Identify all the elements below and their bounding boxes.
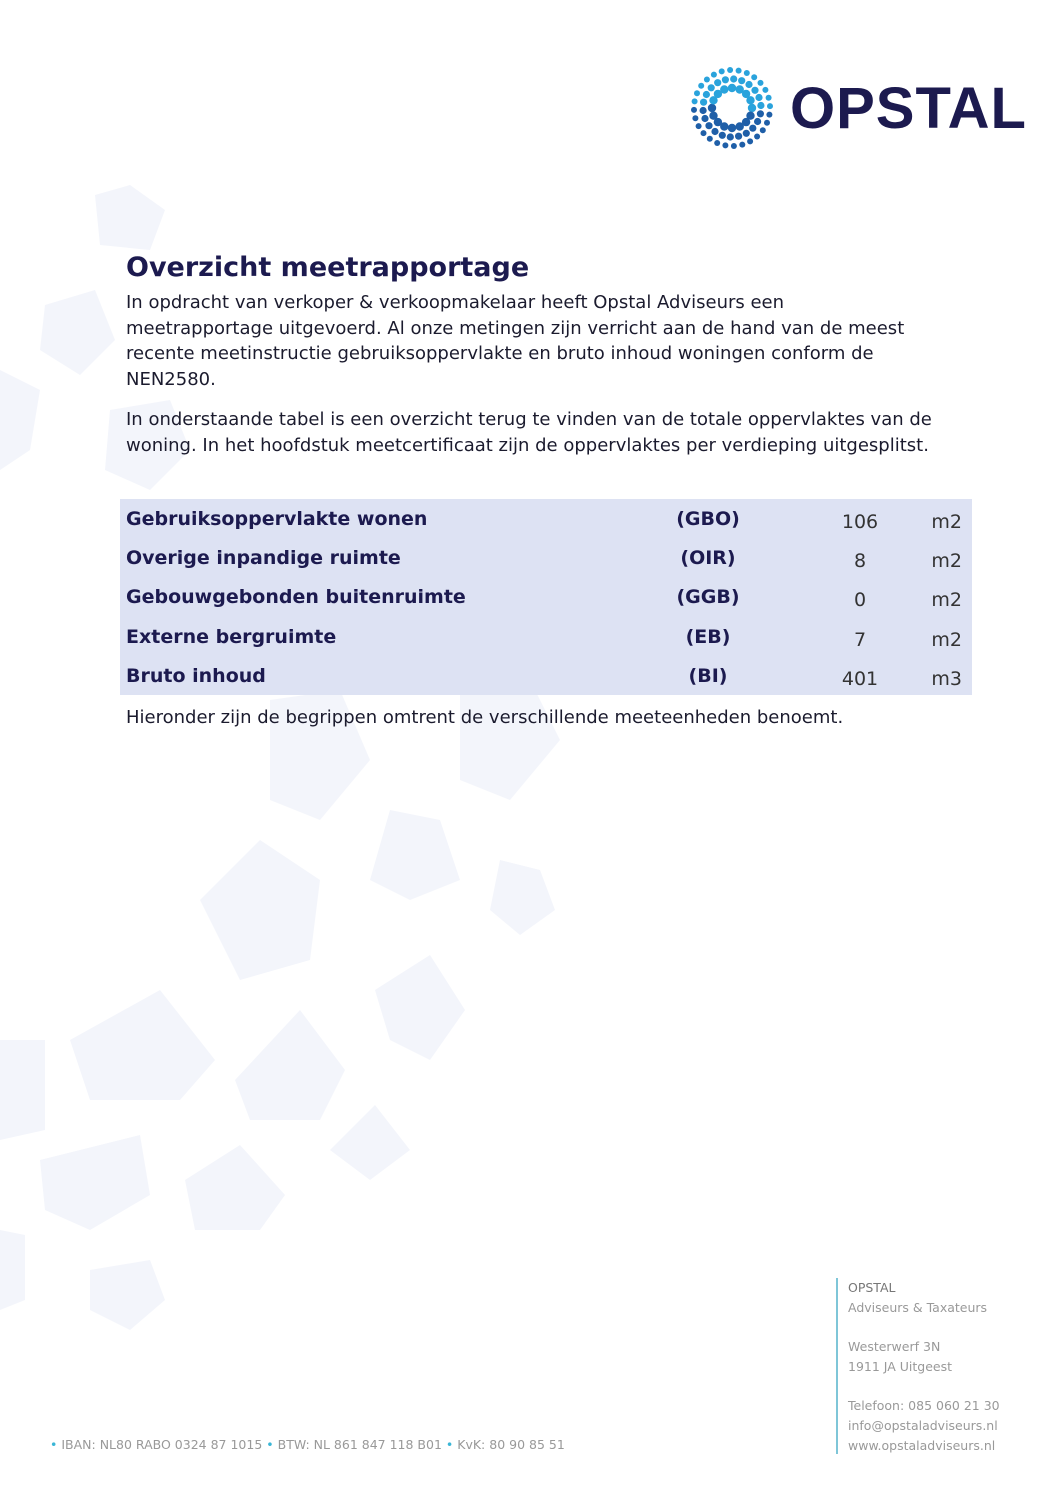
intro-paragraph: In opdracht van verkoper & verkoopmakela… — [126, 292, 905, 390]
btw: BTW: NL 861 847 118 B01 — [277, 1437, 442, 1452]
table-intro-paragraph: In onderstaande tabel is een overzicht t… — [126, 409, 932, 456]
company-address-block: OPSTAL Adviseurs & Taxateurs Westerwerf … — [836, 1278, 1000, 1454]
iban: IBAN: NL80 RABO 0324 87 1015 — [61, 1437, 263, 1452]
row-code: (GBO) — [676, 507, 740, 530]
row-label: Gebouwgebonden buitenruimte — [126, 586, 466, 609]
measurement-summary-table: Gebruiksoppervlakte wonen (GBO) 106 m2 Overi… — [120, 499, 972, 696]
table-row: Gebruiksoppervlakte wonen (GBO) 106 m2 — [120, 499, 972, 538]
company-name: OPSTAL — [848, 1280, 896, 1295]
row-unit: m3 — [931, 667, 962, 690]
page-title: Overzicht meetrapportage — [126, 252, 530, 283]
kvk: KvK: 80 90 85 51 — [457, 1437, 565, 1452]
row-value: 7 — [853, 628, 867, 651]
logo-dot-ring-icon — [691, 67, 773, 149]
phone: Telefoon: 085 060 21 30 — [848, 1398, 1000, 1413]
company-tagline: Adviseurs & Taxateurs — [848, 1300, 988, 1315]
street: Westerwerf 3N — [848, 1339, 941, 1354]
table-row: Gebouwgebonden buitenruimte (GGB) 0 m2 — [120, 578, 972, 617]
row-label: Overige inpandige ruimte — [126, 546, 401, 569]
logo-text: OPSTAL — [790, 75, 1027, 141]
row-code: (BI) — [688, 664, 728, 687]
row-value: 401 — [841, 667, 879, 690]
city: 1911 JA Uitgeest — [848, 1359, 953, 1374]
row-label: Bruto inhoud — [126, 664, 266, 687]
row-unit: m2 — [931, 549, 962, 572]
row-value: 8 — [853, 549, 867, 572]
table-row: Bruto inhoud (BI) 401 m3 — [120, 656, 972, 695]
row-value: 0 — [853, 589, 867, 612]
row-unit: m2 — [931, 510, 962, 533]
row-value: 106 — [841, 510, 879, 533]
row-unit: m2 — [931, 589, 962, 612]
footer-registration: • IBAN: NL80 RABO 0324 87 1015 • BTW: NL… — [50, 1437, 565, 1452]
opstal-logo: OPSTAL — [688, 64, 1027, 152]
email-link[interactable]: info@opstaladviseurs.nl — [848, 1418, 998, 1433]
row-code: (OIR) — [680, 546, 736, 569]
table-row: Overige inpandige ruimte (OIR) 8 m2 — [120, 538, 972, 577]
row-code: (GGB) — [676, 586, 740, 609]
row-code: (EB) — [685, 625, 731, 648]
table-row: Externe bergruimte (EB) 7 m2 — [120, 617, 972, 656]
row-label: Externe bergruimte — [126, 625, 337, 648]
definitions-intro: Hieronder zijn de begrippen omtrent de v… — [126, 707, 844, 728]
row-label: Gebruiksoppervlakte wonen — [126, 507, 428, 530]
website-link[interactable]: www.opstaladviseurs.nl — [848, 1438, 996, 1453]
row-unit: m2 — [931, 628, 962, 651]
